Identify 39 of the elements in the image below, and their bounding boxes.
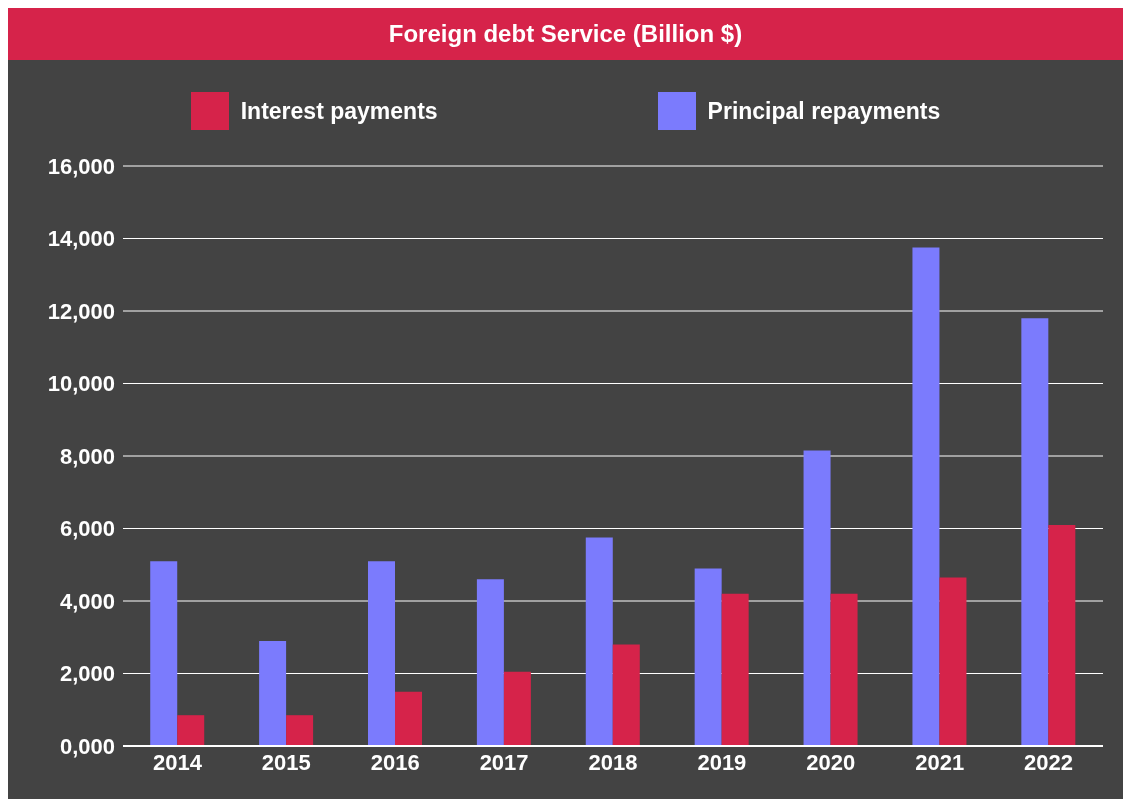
y-tick-label: 12,000 bbox=[47, 298, 115, 324]
bar bbox=[694, 568, 722, 746]
bar bbox=[368, 561, 395, 746]
bar bbox=[585, 537, 613, 746]
y-tick-label: 10,000 bbox=[47, 371, 115, 397]
y-tick-label: 6,000 bbox=[59, 516, 115, 542]
bar bbox=[286, 715, 314, 746]
y-tick-label: 4,000 bbox=[59, 588, 115, 614]
bar bbox=[612, 644, 640, 746]
y-tick-label: 2,000 bbox=[59, 661, 115, 687]
x-tick-label: 2014 bbox=[152, 749, 203, 775]
x-tick-label: 2019 bbox=[697, 749, 747, 775]
bar bbox=[912, 247, 940, 746]
y-tick-label: 8,000 bbox=[59, 443, 115, 469]
chart-title: Foreign debt Service (Billion $) bbox=[8, 8, 1123, 60]
x-tick-label: 2022 bbox=[1024, 749, 1074, 775]
bar bbox=[395, 691, 422, 746]
bar bbox=[803, 450, 831, 746]
y-tick-label: 16,000 bbox=[47, 153, 115, 179]
x-tick-label: 2017 bbox=[479, 749, 529, 775]
bar bbox=[150, 561, 178, 746]
bar bbox=[476, 579, 504, 746]
bar bbox=[1021, 318, 1049, 746]
bar bbox=[721, 593, 749, 746]
bar bbox=[259, 640, 287, 746]
bar bbox=[939, 577, 967, 746]
legend-label: Principal repayments bbox=[707, 97, 941, 125]
x-tick-label: 2020 bbox=[806, 749, 856, 775]
legend-label: Interest payments bbox=[240, 97, 438, 125]
bar bbox=[177, 715, 205, 746]
bar bbox=[1048, 524, 1076, 746]
y-tick-label: 0,000 bbox=[59, 733, 115, 759]
x-tick-label: 2015 bbox=[261, 749, 311, 775]
y-tick-label: 14,000 bbox=[47, 226, 115, 252]
bar bbox=[830, 593, 858, 746]
x-tick-label: 2021 bbox=[915, 749, 965, 775]
x-tick-label: 2016 bbox=[370, 749, 420, 775]
x-tick-label: 2018 bbox=[588, 749, 638, 775]
bar bbox=[503, 671, 531, 746]
